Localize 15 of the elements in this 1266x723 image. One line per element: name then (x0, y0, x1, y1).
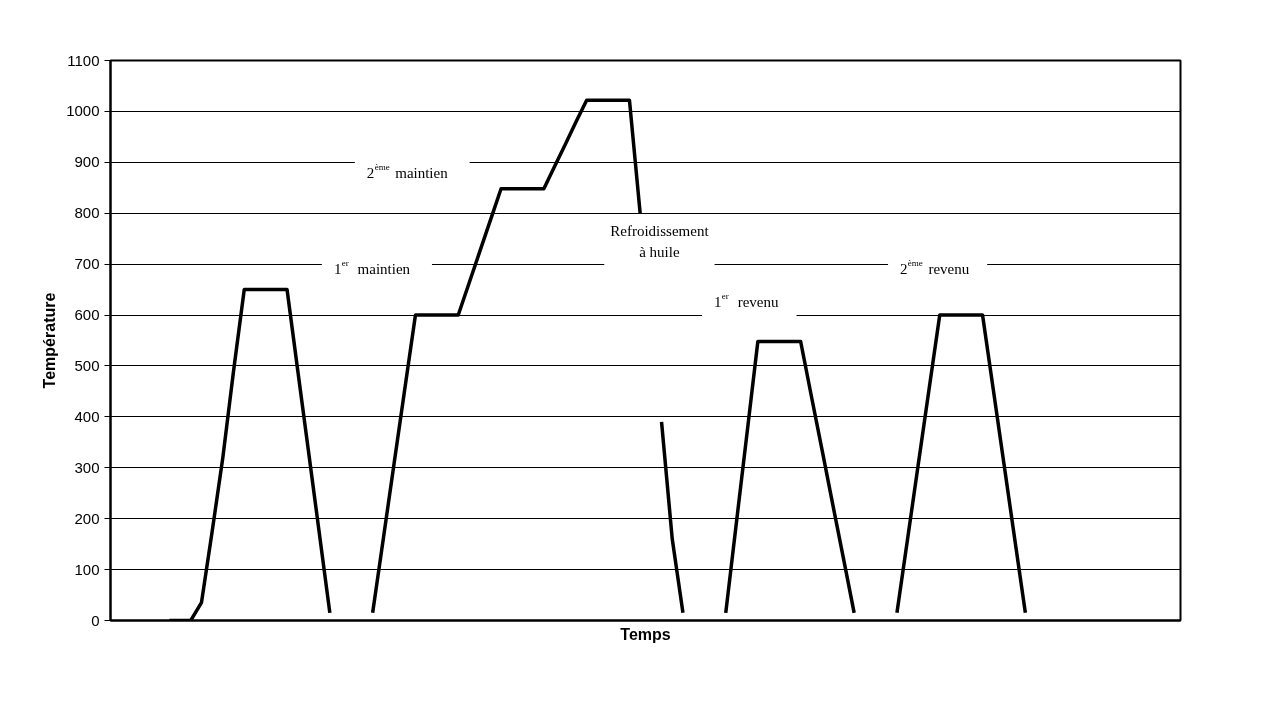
y-tick-label: 100 (74, 560, 100, 578)
y-tick-label: 1100 (67, 51, 100, 69)
y-tick-label: 700 (74, 255, 100, 273)
y-tick-label: 400 (74, 407, 100, 425)
y-tick-label: 900 (74, 153, 100, 171)
y-tick-label: 800 (74, 204, 100, 222)
y-axis-title: Température (41, 292, 59, 389)
y-tick-label: 1000 (66, 102, 100, 120)
annotation: Refroidissement à huile (610, 222, 710, 260)
y-tick-label: 300 (74, 458, 100, 476)
y-tick-label: 200 (74, 509, 100, 527)
x-axis-title: Temps (620, 625, 671, 643)
y-tick-label: 600 (74, 306, 100, 324)
y-tick-label: 0 (91, 611, 100, 629)
y-tick-label: 500 (74, 356, 100, 374)
